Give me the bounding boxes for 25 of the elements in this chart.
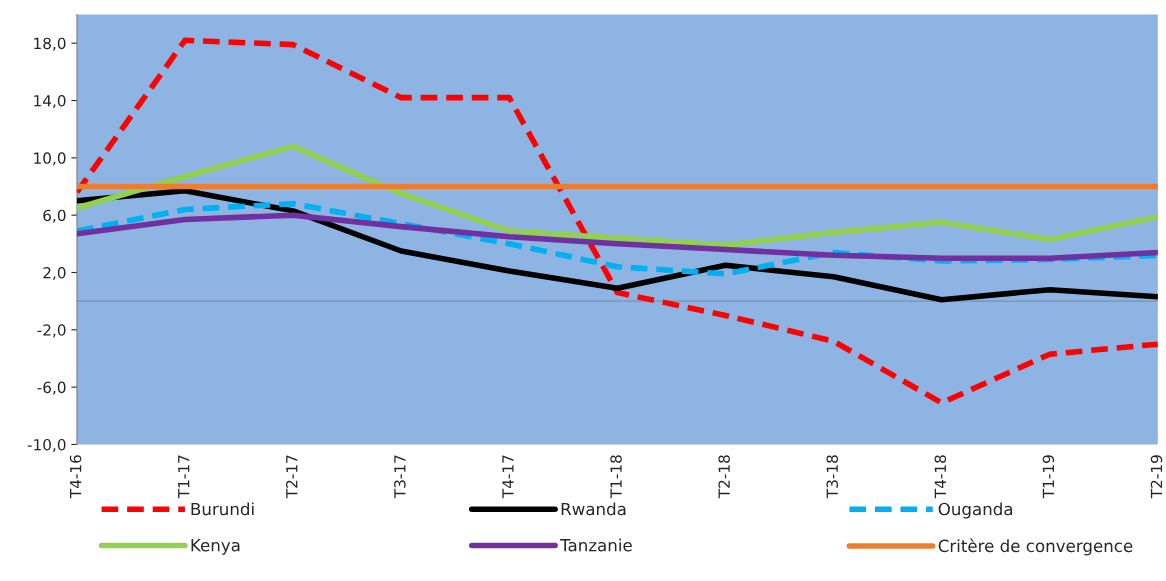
x-tick-label: T2-18 (718, 455, 730, 499)
x-tick-label: T4-18 (934, 455, 947, 499)
y-tick-label: 10,0 (34, 152, 66, 166)
x-tick-label: T3-17 (394, 455, 406, 499)
x-tick-label: T3-18 (826, 455, 839, 499)
y-tick-label: 14,0 (34, 94, 66, 109)
x-tick-label: T2-19 (1150, 455, 1163, 499)
legend-label: Critère de convergence (938, 538, 1133, 556)
y-tick-label: -10,0 (27, 438, 66, 453)
x-tick-label: T1-19 (1042, 455, 1055, 499)
x-tick-label: T1-18 (610, 455, 622, 499)
x-tick-label: T4-16 (69, 455, 82, 499)
y-tick-label: -2,0 (37, 324, 66, 338)
x-tick-label: T4-17 (502, 455, 514, 499)
legend-label: Ouganda (938, 502, 1013, 519)
y-tick-label: 6,0 (43, 209, 66, 223)
legend-label: Burundi (191, 502, 254, 516)
legend-label: Tanzanie (560, 538, 632, 552)
y-tick-label: 2,0 (43, 266, 66, 281)
x-tick-label: T2-17 (286, 455, 298, 499)
legend-label: Rwanda (561, 502, 626, 516)
y-tick-label: -6,0 (37, 381, 66, 395)
y-tick-label: 18,0 (34, 37, 66, 51)
x-tick-label: T1-17 (178, 455, 190, 499)
legend-label: Kenya (191, 539, 240, 555)
